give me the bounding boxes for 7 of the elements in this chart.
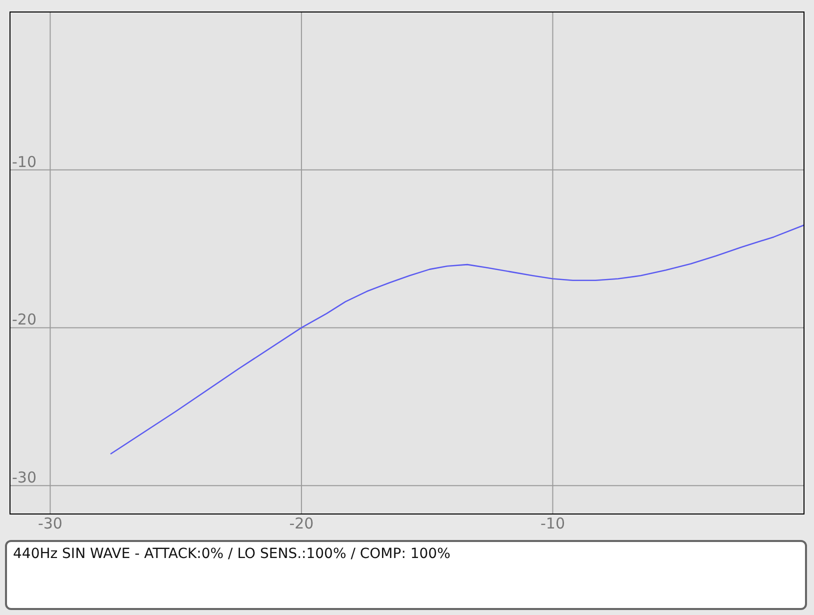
x-tick-label: -10 — [540, 514, 565, 533]
y-tick-label: -10 — [12, 152, 36, 171]
y-tick-label: -20 — [12, 310, 36, 329]
y-tick-label: -30 — [12, 468, 36, 487]
text: 440Hz SIN WAVE - ATTACK:0% / LO SENS.:100% / COMP: 100% — [5, 540, 807, 610]
x-tick-label: -20 — [289, 514, 314, 533]
x-tick-label: -30 — [38, 514, 62, 533]
